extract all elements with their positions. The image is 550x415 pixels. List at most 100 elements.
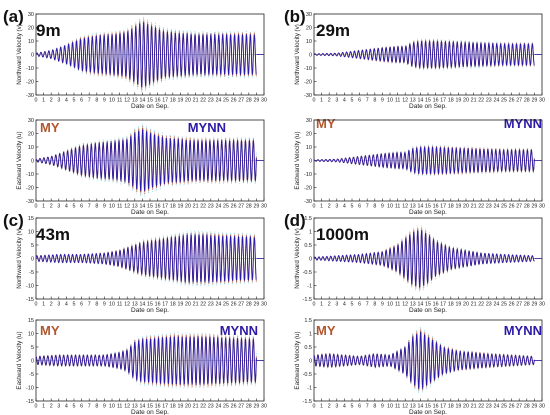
x-tick-label: 27 (238, 98, 244, 104)
x-tick-label: 14 (139, 302, 145, 308)
y-tick-label: 30 (28, 118, 34, 124)
x-axis-label: Date on Sep. (131, 103, 169, 110)
x-tick-label: 28 (246, 204, 252, 210)
panel-c-legend-my: MY (40, 323, 60, 338)
x-tick-label: 14 (417, 404, 423, 410)
y-tick-label: 15 (28, 318, 34, 324)
x-tick-label: 13 (132, 404, 138, 410)
x-tick-label: 14 (139, 404, 145, 410)
x-tick-label: 22 (478, 404, 484, 410)
x-tick-label: 10 (387, 404, 393, 410)
x-tick-label: 21 (193, 98, 199, 104)
x-tick-label: 2 (328, 204, 331, 210)
x-tick-label: 1 (320, 98, 323, 104)
x-tick-label: 25 (223, 404, 229, 410)
x-tick-label: 16 (155, 302, 161, 308)
panel-b: (b) 29m MY MYNN (284, 7, 542, 131)
y-tick-label: 0 (309, 257, 312, 263)
series-mynn (314, 331, 535, 390)
x-tick-label: 4 (343, 404, 346, 410)
x-tick-label: 2 (50, 404, 53, 410)
x-tick-label: 25 (223, 98, 229, 104)
x-tick-label: 21 (471, 404, 477, 410)
panel-c: (c) 43m MY MYNN (3, 211, 258, 338)
x-tick-label: 30 (539, 404, 545, 410)
x-tick-label: 8 (373, 98, 376, 104)
x-tick-label: 3 (335, 404, 338, 410)
x-tick-label: 3 (57, 98, 60, 104)
x-tick-label: 15 (147, 204, 153, 210)
x-tick-label: 28 (524, 204, 530, 210)
x-tick-label: 29 (253, 204, 259, 210)
x-tick-label: 8 (373, 404, 376, 410)
x-tick-label: 22 (200, 204, 206, 210)
x-axis-label: Date on Sep. (409, 409, 447, 415)
x-tick-label: 29 (531, 98, 537, 104)
x-tick-label: 3 (57, 302, 60, 308)
x-tick-label: 4 (343, 302, 346, 308)
x-tick-label: 3 (335, 302, 338, 308)
x-tick-label: 1 (320, 404, 323, 410)
x-tick-label: 6 (80, 302, 83, 308)
y-tick-label: 10 (28, 332, 34, 338)
x-tick-label: 28 (246, 404, 252, 410)
x-tick-label: 26 (231, 98, 237, 104)
x-tick-label: 0 (35, 302, 38, 308)
x-tick-label: 8 (95, 404, 98, 410)
x-tick-label: 28 (524, 98, 530, 104)
x-tick-label: 26 (231, 302, 237, 308)
panel-a-legend-mynn: MYNN (188, 120, 226, 135)
x-tick-label: 18 (448, 98, 454, 104)
x-tick-label: 11 (395, 302, 401, 308)
x-tick-label: 29 (253, 98, 259, 104)
x-tick-label: 14 (139, 204, 145, 210)
y-tick-label: 1 (309, 332, 312, 338)
x-tick-label: 28 (524, 302, 530, 308)
y-tick-label: 0 (31, 359, 34, 365)
x-tick-label: 0 (35, 204, 38, 210)
x-tick-label: 5 (73, 98, 76, 104)
panel-a: (a) 9m MY MYNN (3, 7, 226, 135)
x-tick-label: 24 (493, 404, 499, 410)
y-tick-label: -30 (26, 93, 34, 99)
panel-c-depth: 43m (36, 225, 70, 244)
y-tick-label: -20 (26, 80, 34, 86)
x-tick-label: 3 (57, 404, 60, 410)
x-tick-label: 7 (88, 98, 91, 104)
x-tick-label: 25 (501, 404, 507, 410)
chart-7: -1.5-1-0.500.511.50 1 2 3 4 5 6 7 8 9 10 11 12 13 14 15… (294, 318, 545, 415)
x-tick-label: 17 (162, 204, 168, 210)
x-tick-label: 3 (335, 204, 338, 210)
chart-6: -1.5-1-0.500.511.50 1 2 3 4 5 6 7 8 9 10 11 12 13 14 15… (294, 216, 545, 314)
x-tick-label: 29 (253, 404, 259, 410)
x-tick-label: 30 (261, 98, 267, 104)
y-tick-label: -15 (26, 297, 34, 303)
y-axis-label: Eastward Velocity (u) (16, 131, 23, 189)
x-tick-label: 5 (73, 204, 76, 210)
x-tick-label: 28 (246, 98, 252, 104)
panel-b-letter: (b) (284, 7, 306, 26)
y-axis-label: Northward Velocity (v) (294, 228, 301, 289)
x-tick-label: 29 (531, 302, 537, 308)
x-tick-label: 0 (313, 302, 316, 308)
x-tick-label: 24 (493, 98, 499, 104)
x-tick-label: 2 (50, 98, 53, 104)
panel-d-letter: (d) (284, 211, 306, 230)
x-tick-label: 20 (463, 98, 469, 104)
y-tick-label: 20 (306, 26, 312, 32)
x-tick-label: 27 (238, 204, 244, 210)
y-tick-label: 10 (28, 145, 34, 151)
x-tick-label: 15 (425, 98, 431, 104)
panel-d-legend-my: MY (316, 323, 336, 338)
x-tick-label: 7 (366, 204, 369, 210)
y-tick-label: -1 (307, 386, 312, 392)
x-tick-label: 10 (109, 98, 115, 104)
x-tick-label: 11 (395, 204, 401, 210)
x-tick-label: 19 (455, 204, 461, 210)
x-tick-label: 6 (358, 302, 361, 308)
